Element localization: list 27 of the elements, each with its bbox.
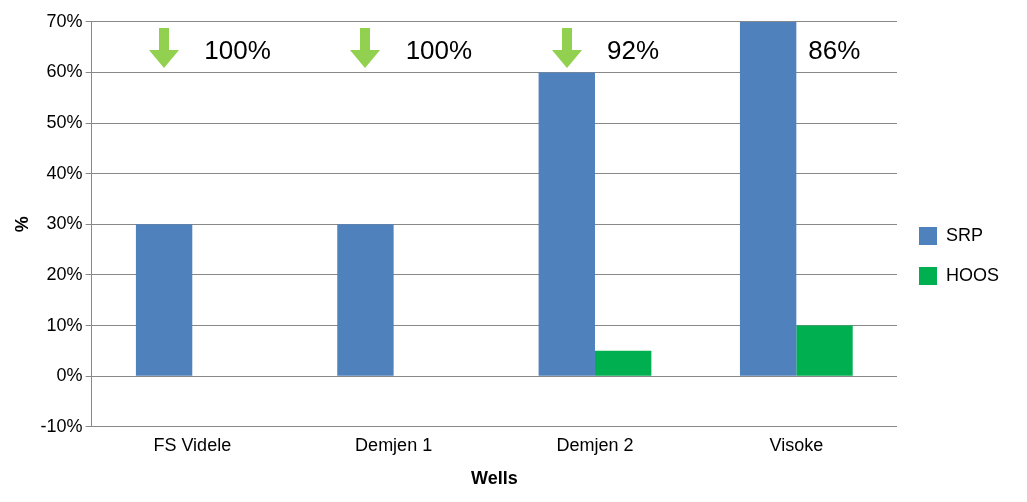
bar <box>135 224 193 376</box>
y-tick-label: 50% <box>46 112 83 133</box>
y-tick-label: 0% <box>56 365 83 386</box>
x-tick-label: Visoke <box>769 434 824 455</box>
y-tick-label: -10% <box>40 415 83 436</box>
y-tick-label: 70% <box>46 10 83 31</box>
y-tick-label: 30% <box>46 213 83 234</box>
annotation: 92% <box>606 34 660 65</box>
x-tick-label: FS Videle <box>153 434 232 455</box>
x-tick-label: Demjen 2 <box>556 434 634 455</box>
y-tick-label: 10% <box>46 314 83 335</box>
bar <box>796 325 853 376</box>
bar <box>538 72 595 376</box>
x-tick-label: Demjen 1 <box>355 434 433 455</box>
annotation: 100% <box>204 34 271 65</box>
x-axis-title: Wells <box>470 468 518 489</box>
y-tick-label: 20% <box>46 263 83 284</box>
annotation: 100% <box>405 34 473 65</box>
y-tick-label: 60% <box>46 61 83 82</box>
y-axis-title: % <box>11 216 32 233</box>
bar <box>739 21 797 376</box>
bar <box>594 350 652 376</box>
legend-label: SRP <box>945 224 984 245</box>
y-tick-label: 40% <box>46 162 83 183</box>
legend-label: HOOS <box>945 264 1000 285</box>
bar <box>337 224 394 376</box>
annotation: 86% <box>808 34 861 65</box>
